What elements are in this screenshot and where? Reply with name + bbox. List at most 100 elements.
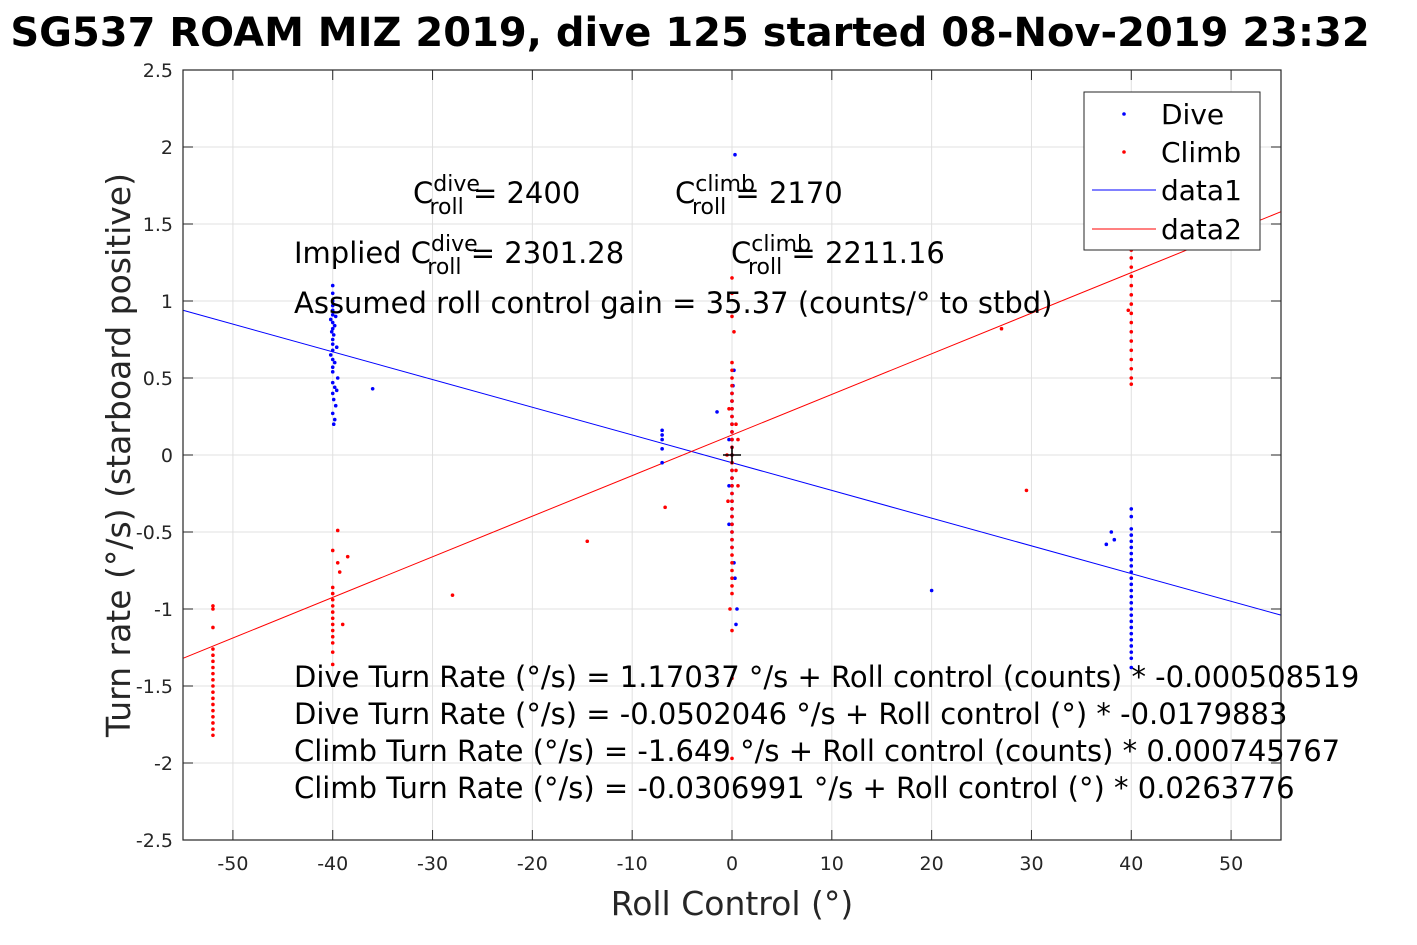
dive-point bbox=[1129, 545, 1134, 550]
dive-point bbox=[1104, 542, 1109, 547]
dive-point bbox=[330, 348, 335, 353]
legend-data2-label: data2 bbox=[1161, 213, 1242, 246]
dive-point bbox=[1129, 570, 1134, 574]
climb-point bbox=[730, 422, 734, 427]
dive-point bbox=[330, 326, 335, 331]
dive-point bbox=[330, 303, 335, 308]
y-tick-label: 0 bbox=[161, 445, 173, 467]
x-tick-label: -40 bbox=[317, 853, 348, 875]
dive-point bbox=[733, 576, 737, 580]
x-tick-label: -50 bbox=[217, 853, 248, 875]
climb-point bbox=[730, 276, 734, 280]
climb-point bbox=[1129, 311, 1134, 316]
climb-point bbox=[330, 548, 335, 553]
climb-point bbox=[730, 537, 734, 542]
y-axis-label: Turn rate (°/s) (starboard positive) bbox=[99, 173, 138, 738]
dive-point bbox=[1129, 650, 1134, 654]
x-tick-label: -20 bbox=[517, 853, 548, 875]
dive-point bbox=[735, 607, 739, 611]
annotation-part: = 2211.16 bbox=[782, 236, 945, 270]
climb-point bbox=[330, 597, 335, 602]
climb-point bbox=[211, 708, 215, 713]
dive-point bbox=[330, 380, 335, 385]
climb-point bbox=[730, 468, 734, 473]
legend-climb-marker bbox=[1122, 150, 1126, 154]
dive-point bbox=[1129, 582, 1134, 587]
dive-point bbox=[330, 313, 335, 317]
climb-point bbox=[730, 530, 734, 534]
dive-point bbox=[1129, 619, 1134, 624]
climb-point bbox=[211, 647, 215, 651]
dive-point bbox=[1129, 631, 1134, 636]
climb-point bbox=[727, 407, 731, 411]
climb-point bbox=[736, 437, 740, 442]
dive-point bbox=[1129, 594, 1134, 599]
fit-equation-3: Climb Turn Rate (°/s) = -0.0306991 °/s +… bbox=[294, 771, 1295, 805]
annotation-part: C bbox=[731, 236, 751, 270]
climb-point bbox=[1129, 382, 1134, 386]
climb-point bbox=[1129, 376, 1134, 380]
climb-point bbox=[1129, 283, 1134, 288]
climb-point bbox=[730, 360, 734, 365]
climb-point bbox=[211, 727, 215, 731]
climb-point bbox=[330, 591, 335, 596]
climb-point bbox=[450, 593, 455, 597]
dive-point bbox=[1112, 537, 1117, 542]
climb-point bbox=[211, 733, 215, 738]
climb-point bbox=[730, 545, 734, 550]
climb-point bbox=[211, 665, 215, 670]
climb-point bbox=[730, 407, 734, 411]
fit-equation-0: Dive Turn Rate (°/s) = 1.17037 °/s + Rol… bbox=[294, 660, 1359, 694]
y-tick-label: 2.5 bbox=[143, 60, 173, 82]
climb-point bbox=[1129, 330, 1134, 334]
series-line-data2 bbox=[182, 211, 1282, 659]
climb-point bbox=[730, 584, 734, 588]
y-tick-label: -1 bbox=[154, 599, 173, 621]
x-tick-label: 0 bbox=[726, 853, 738, 875]
fit-equation-2: Climb Turn Rate (°/s) = -1.649 °/s + Rol… bbox=[294, 734, 1340, 768]
dive-point bbox=[734, 622, 738, 627]
climb-point bbox=[730, 591, 734, 596]
legend-data1-label: data1 bbox=[1161, 174, 1242, 207]
climb-point bbox=[730, 491, 734, 496]
climb-point bbox=[730, 514, 734, 519]
dive-point bbox=[1129, 613, 1134, 617]
fit-equation-1: Dive Turn Rate (°/s) = -0.0502046 °/s + … bbox=[294, 697, 1287, 731]
dive-point bbox=[727, 522, 731, 527]
dive-point bbox=[1129, 588, 1134, 593]
climb-point bbox=[726, 499, 730, 504]
climb-point bbox=[732, 330, 736, 334]
climb-point bbox=[585, 539, 590, 544]
data-points bbox=[211, 152, 1134, 761]
climb-point bbox=[330, 628, 335, 633]
climb-point bbox=[730, 414, 734, 419]
dive-point bbox=[330, 320, 335, 325]
climb-point bbox=[1129, 265, 1134, 269]
y-tick-label: 2 bbox=[161, 137, 173, 159]
annotation-part: dive bbox=[431, 232, 478, 257]
annotation-part: climb bbox=[751, 232, 811, 257]
climb-point bbox=[335, 561, 340, 565]
annotation-part: = 2400 bbox=[464, 176, 581, 210]
dive-point bbox=[1129, 557, 1134, 562]
annotation-part: roll bbox=[748, 255, 782, 280]
annotation-part: roll bbox=[692, 195, 726, 220]
dive-point bbox=[1129, 527, 1134, 531]
dive-point bbox=[1129, 576, 1134, 580]
dive-point bbox=[332, 323, 337, 328]
climb-point bbox=[1129, 366, 1134, 371]
x-axis-label: Roll Control (°) bbox=[611, 884, 854, 923]
x-tick-label: 50 bbox=[1219, 853, 1243, 875]
axis-ticks: -50 -40 -30 -20 -10 0 10 20 30 40 50-2.5-2-1.5-1-0… bbox=[136, 60, 1281, 875]
climb-point bbox=[211, 671, 215, 676]
climb-point bbox=[211, 659, 215, 664]
climb-point bbox=[730, 484, 734, 488]
climb-point bbox=[730, 383, 734, 388]
climb-point bbox=[734, 468, 738, 473]
climb-point bbox=[734, 422, 738, 427]
annotation-0: Cdive roll = 2400 bbox=[413, 172, 580, 220]
climb-point bbox=[730, 628, 734, 633]
climb-point bbox=[1024, 488, 1029, 493]
dive-point bbox=[370, 386, 375, 391]
annotation-1: Cclimb roll = 2170 bbox=[675, 172, 843, 220]
